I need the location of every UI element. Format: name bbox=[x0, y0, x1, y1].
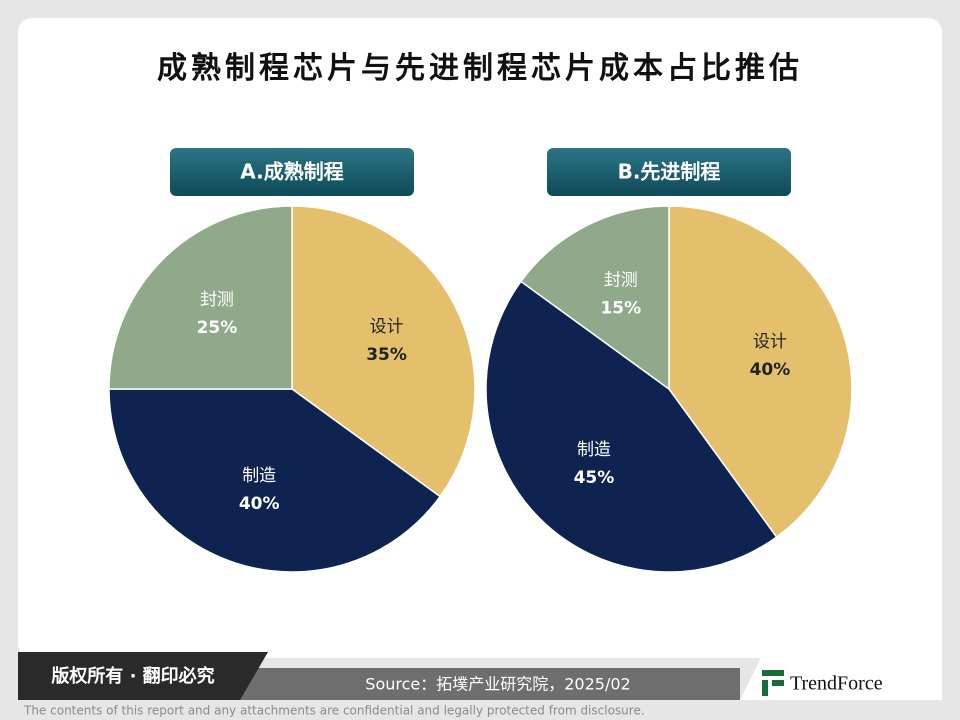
slice-category: 设计 bbox=[370, 317, 404, 337]
disclaimer: The contents of this report and any atta… bbox=[23, 704, 645, 718]
slice-value-label: 25% bbox=[197, 318, 238, 338]
slice-category: 设计 bbox=[753, 332, 787, 352]
slice-category: 封测 bbox=[604, 270, 638, 290]
copyright: 版权所有 · 翻印必究 bbox=[51, 665, 214, 687]
slice-category: 封测 bbox=[200, 290, 234, 310]
slice-value-label: 45% bbox=[574, 468, 615, 488]
slice-category: 制造 bbox=[577, 440, 611, 460]
chart-header bbox=[170, 148, 414, 196]
slice-value-label: 40% bbox=[750, 360, 791, 380]
slice-value-label: 15% bbox=[600, 298, 641, 318]
pie-slice bbox=[519, 205, 670, 391]
copyright-edge bbox=[228, 652, 268, 700]
copyright-box bbox=[18, 652, 248, 700]
logo-box bbox=[740, 640, 942, 700]
slice-value-label: 40% bbox=[239, 494, 280, 514]
slide-title: 成熟制程芯片与先进制程芯片成本占比推估 bbox=[157, 51, 803, 86]
pie-slice bbox=[668, 205, 853, 539]
pie-slice bbox=[485, 280, 778, 573]
pie-slice bbox=[291, 205, 476, 498]
pie-slice bbox=[108, 205, 293, 390]
chart-title: B.先进制程 bbox=[618, 160, 721, 184]
slice-value-label: 35% bbox=[366, 345, 407, 365]
chart-title: A.成熟制程 bbox=[240, 160, 343, 184]
chart-header bbox=[547, 148, 791, 196]
logo-text: TrendForce bbox=[790, 673, 883, 695]
logo-icon bbox=[762, 680, 768, 696]
source: Source：拓墣产业研究院，2025/02 bbox=[365, 675, 630, 694]
source-bar bbox=[228, 668, 740, 700]
logo-icon bbox=[762, 670, 784, 676]
logo-icon bbox=[772, 680, 784, 686]
pie-slice bbox=[108, 388, 442, 573]
slice-category: 制造 bbox=[242, 466, 276, 486]
